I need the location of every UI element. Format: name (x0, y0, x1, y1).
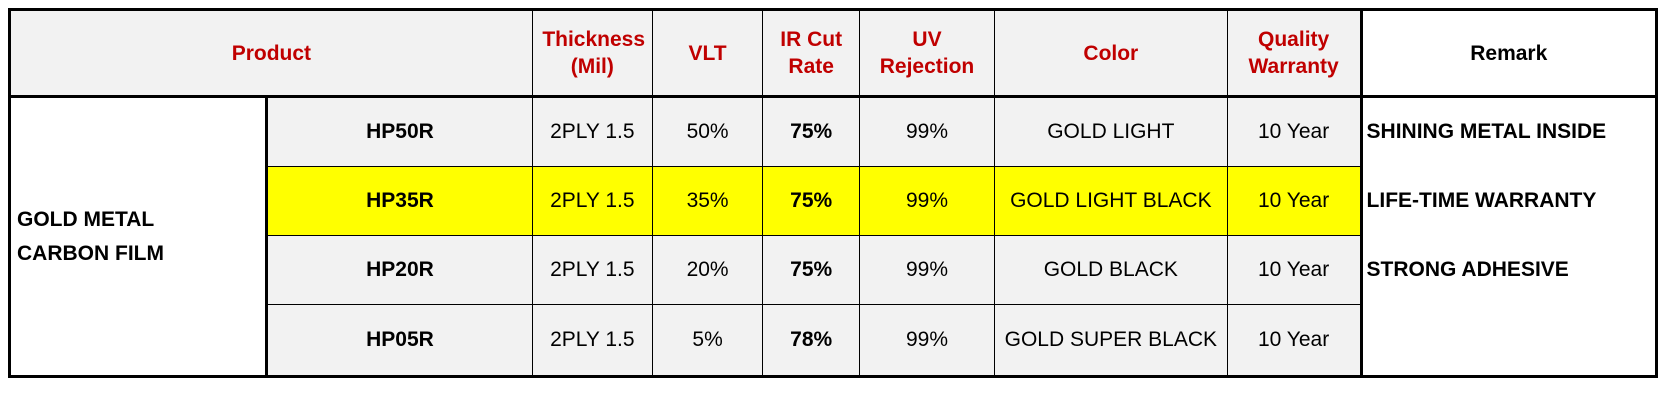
vlt-cell: 20% (651, 235, 764, 305)
uv-cell: 99% (859, 304, 995, 377)
warranty-cell: 10 Year (1226, 96, 1362, 167)
header-vlt: VLT (651, 9, 764, 98)
model-cell: HP50R (266, 96, 533, 167)
thickness-cell: 2PLY 1.5 (531, 235, 653, 305)
header-uv: UV Rejection (859, 9, 995, 98)
header-thickness-label: Thickness (Mil) (542, 28, 646, 78)
remark-cell: LIFE-TIME WARRANTY (1359, 166, 1658, 236)
table-row: GOLD METAL CARBON FILM HP50R 2PLY 1.5 50… (8, 96, 1658, 377)
header-ir-cut: IR Cut Rate (762, 9, 861, 98)
remark-cell: STRONG ADHESIVE (1359, 235, 1658, 305)
product-group-label: GOLD METAL CARBON FILM (8, 96, 269, 377)
product-spec-table: Product Thickness (Mil) VLT IR Cut Rate … (8, 8, 1658, 378)
remark-cell (1359, 304, 1658, 377)
thickness-cell: 2PLY 1.5 (531, 304, 653, 377)
header-product: Product (9, 9, 533, 98)
uv-cell: 99% (859, 166, 995, 236)
header-warranty-label: Quality Warranty (1248, 28, 1339, 78)
warranty-cell: 10 Year (1226, 166, 1362, 236)
table-row: HP20R 2PLY 1.5 20% 75% 99% GOLD BLACK 10… (10, 235, 1658, 305)
model-cell: HP20R (266, 235, 533, 305)
ir-cut-cell: 75% (762, 96, 861, 167)
header-ir-cut-label: IR Cut Rate (780, 28, 843, 78)
ir-cut-cell: 78% (762, 304, 861, 377)
vlt-cell: 5% (651, 304, 764, 377)
uv-cell: 99% (859, 96, 995, 167)
header-remark: Remark (1359, 9, 1658, 98)
header-color: Color (993, 9, 1228, 98)
color-cell: GOLD SUPER BLACK (993, 304, 1228, 377)
product-group-text: GOLD METAL CARBON FILM (17, 207, 164, 265)
model-cell: HP35R (266, 166, 533, 236)
color-cell: GOLD LIGHT (993, 96, 1228, 167)
thickness-cell: 2PLY 1.5 (531, 166, 653, 236)
spec-table-wrapper: Product Thickness (Mil) VLT IR Cut Rate … (8, 8, 1658, 378)
ir-cut-cell: 75% (762, 235, 861, 305)
warranty-cell: 10 Year (1226, 235, 1362, 305)
model-cell: HP05R (266, 304, 533, 377)
ir-cut-cell: 75% (762, 166, 861, 236)
table-row-highlighted: HP35R 2PLY 1.5 35% 75% 99% GOLD LIGHT BL… (10, 166, 1658, 236)
table-row: HP05R 2PLY 1.5 5% 78% 99% GOLD SUPER BLA… (10, 304, 1658, 377)
vlt-cell: 35% (651, 166, 764, 236)
remark-cell: SHINING METAL INSIDE (1359, 96, 1658, 167)
header-uv-label: UV Rejection (879, 28, 975, 78)
color-cell: GOLD LIGHT BLACK (993, 166, 1228, 236)
thickness-cell: 2PLY 1.5 (531, 96, 653, 167)
header-row: Product Thickness (Mil) VLT IR Cut Rate … (9, 9, 1658, 98)
header-thickness: Thickness (Mil) (531, 9, 653, 98)
header-warranty: Quality Warranty (1226, 9, 1362, 98)
color-cell: GOLD BLACK (993, 235, 1228, 305)
vlt-cell: 50% (651, 96, 764, 167)
uv-cell: 99% (859, 235, 995, 305)
warranty-cell: 10 Year (1226, 304, 1362, 377)
